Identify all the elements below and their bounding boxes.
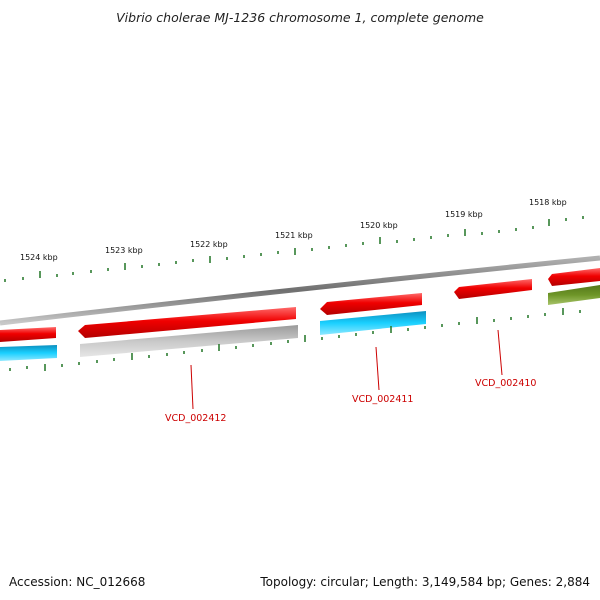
- chromosome-backbone: [0, 255, 600, 326]
- scale-label-1524: 1524 kbp: [20, 253, 58, 262]
- gene-forward-4: [454, 279, 532, 299]
- gene-reverse-cyan-1: [0, 345, 57, 361]
- label-leaders: [190, 329, 503, 410]
- gene-reverse-cyan-2: [320, 311, 426, 335]
- map-title: Vibrio cholerae MJ-1236 chromosome 1, co…: [116, 10, 484, 25]
- scale-label-1518: 1518 kbp: [529, 198, 567, 207]
- gene-label-vcd-002410: VCD_002410: [475, 378, 536, 389]
- gene-reverse-olive: [548, 285, 600, 305]
- gene-forward-3: [320, 293, 422, 315]
- scale-label-1519: 1519 kbp: [445, 210, 483, 219]
- reverse-strand-genes: [0, 285, 600, 361]
- gene-reverse-gray: [80, 325, 298, 357]
- scale-ticks-inner: [9, 308, 581, 371]
- accession-text: Accession: NC_012668: [9, 575, 146, 589]
- gene-forward-1: [0, 327, 56, 342]
- topology-text: Topology: circular; Length: 3,149,584 bp…: [260, 575, 590, 589]
- scale-label-1521: 1521 kbp: [275, 231, 313, 240]
- gene-forward-2: [78, 307, 296, 338]
- gene-label-vcd-002411: VCD_002411: [352, 394, 413, 405]
- forward-strand-genes: [0, 268, 600, 342]
- scale-label-1522: 1522 kbp: [190, 240, 228, 249]
- gene-forward-5: [548, 268, 600, 286]
- scale-ticks-outer: [4, 216, 584, 282]
- scale-label-1520: 1520 kbp: [360, 221, 398, 230]
- gene-label-vcd-002412: VCD_002412: [165, 413, 226, 424]
- scale-label-1523: 1523 kbp: [105, 246, 143, 255]
